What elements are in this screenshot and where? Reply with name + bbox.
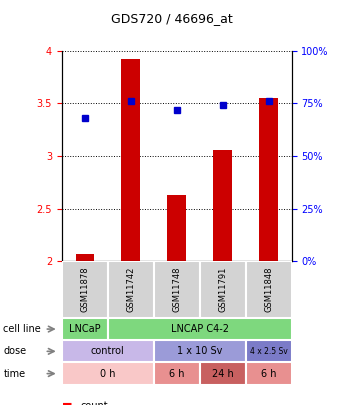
Text: cell line: cell line [3,324,41,334]
FancyBboxPatch shape [62,362,154,385]
Text: GSM11742: GSM11742 [126,267,135,312]
Text: 4 x 2.5 Sv: 4 x 2.5 Sv [250,347,287,356]
Text: GSM11848: GSM11848 [264,267,273,312]
Text: GSM11878: GSM11878 [80,267,89,312]
Text: GSM11748: GSM11748 [172,267,181,312]
FancyBboxPatch shape [246,261,292,318]
FancyBboxPatch shape [154,340,246,362]
Bar [213,149,232,261]
Bar [121,59,140,261]
Text: 6 h: 6 h [169,369,185,379]
Text: LNCAP C4-2: LNCAP C4-2 [170,324,229,334]
Bar [75,254,94,261]
FancyBboxPatch shape [62,340,154,362]
FancyBboxPatch shape [200,362,246,385]
FancyBboxPatch shape [108,318,292,340]
FancyBboxPatch shape [62,261,108,318]
Text: time: time [3,369,26,379]
FancyBboxPatch shape [62,318,108,340]
FancyBboxPatch shape [108,261,154,318]
Text: control: control [91,346,125,356]
Text: GDS720 / 46696_at: GDS720 / 46696_at [111,12,232,25]
FancyBboxPatch shape [154,362,200,385]
Text: LNCaP: LNCaP [69,324,100,334]
FancyBboxPatch shape [154,261,200,318]
Text: dose: dose [3,346,26,356]
FancyBboxPatch shape [246,340,292,362]
FancyBboxPatch shape [246,362,292,385]
Text: 24 h: 24 h [212,369,234,379]
Text: 0 h: 0 h [100,369,116,379]
Text: ■: ■ [62,401,72,405]
FancyBboxPatch shape [200,261,246,318]
Bar [259,98,278,261]
Bar [167,195,186,261]
Text: GSM11791: GSM11791 [218,267,227,312]
Text: 1 x 10 Sv: 1 x 10 Sv [177,346,222,356]
Text: count: count [81,401,108,405]
Text: 6 h: 6 h [261,369,276,379]
